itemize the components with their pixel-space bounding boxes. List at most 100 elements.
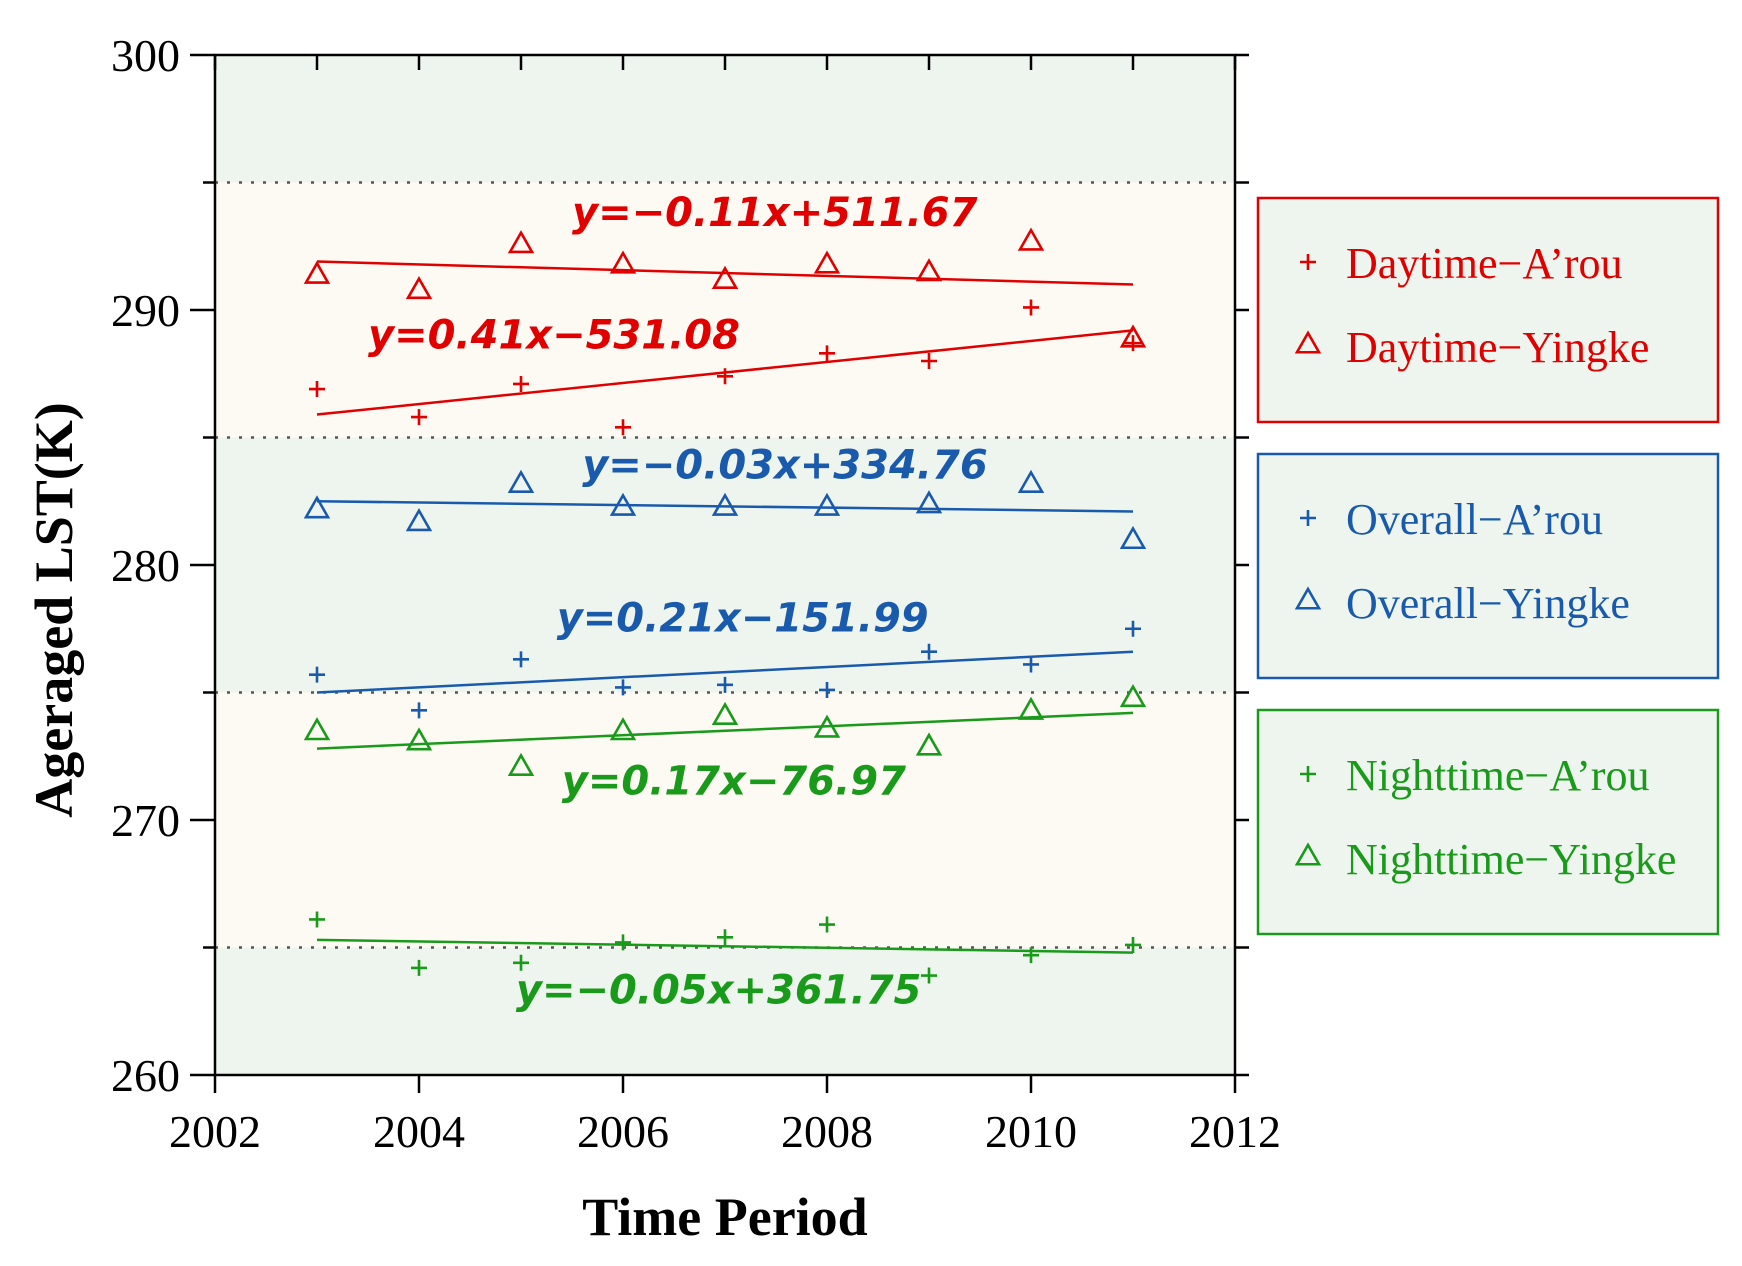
marker-plus-0-0 bbox=[309, 381, 325, 398]
legend-triangle-icon-3 bbox=[1294, 586, 1322, 610]
marker-plus-4-3 bbox=[615, 934, 631, 951]
marker-triangle-1-7 bbox=[1017, 227, 1045, 251]
background-bands bbox=[215, 55, 1235, 1075]
marker-plus-4-5 bbox=[819, 916, 835, 933]
y-tick-label-280: 280 bbox=[111, 540, 180, 591]
legend-box-2 bbox=[1256, 708, 1720, 936]
legend-triangle-icon-5 bbox=[1294, 842, 1322, 866]
marker-triangle-5-5 bbox=[813, 714, 841, 738]
trend-line-1 bbox=[316, 260, 1134, 286]
x-tick-label-2010: 2010 bbox=[985, 1106, 1077, 1157]
legend-plus-icon-4 bbox=[1300, 766, 1316, 782]
trend-line-2 bbox=[316, 650, 1134, 694]
marker-triangle-5-1 bbox=[405, 727, 433, 751]
equation-label-1: y=−0.11x+511.67 bbox=[572, 190, 978, 236]
marker-plus-2-3 bbox=[615, 679, 631, 696]
marker-plus-0-6 bbox=[921, 353, 937, 369]
legend-box-1 bbox=[1256, 452, 1720, 680]
marker-plus-4-0 bbox=[309, 911, 325, 928]
band-1 bbox=[215, 182, 1235, 438]
legend-label-2: Overall−A’rou bbox=[1346, 495, 1603, 544]
marker-triangle-3-7 bbox=[1017, 469, 1045, 493]
marker-plus-2-7 bbox=[1023, 656, 1039, 673]
x-tick-label-2002: 2002 bbox=[169, 1106, 261, 1157]
marker-plus-0-8 bbox=[1125, 335, 1141, 352]
x-tick-label-2012: 2012 bbox=[1189, 1106, 1281, 1157]
y-tick-label-260: 260 bbox=[111, 1050, 180, 1101]
legend: Daytime−A’rou Daytime−Yingke Overall−A’rou… bbox=[1256, 196, 1720, 936]
band-2 bbox=[215, 437, 1235, 693]
band-0 bbox=[215, 55, 1235, 183]
marker-triangle-5-3 bbox=[609, 717, 637, 741]
band-3 bbox=[215, 692, 1235, 948]
marker-triangle-3-8 bbox=[1119, 525, 1147, 550]
marker-plus-0-5 bbox=[819, 345, 835, 362]
trend-equations: y=0.41x−531.08 y=−0.11x+511.67 y=0.21x−151… bbox=[368, 190, 988, 1014]
marker-triangle-3-2 bbox=[507, 469, 535, 493]
y-tick-label-290: 290 bbox=[111, 285, 180, 336]
marker-plus-0-1 bbox=[411, 409, 427, 426]
marker-plus-4-4 bbox=[717, 929, 733, 946]
marker-triangle-1-2 bbox=[507, 230, 535, 254]
marker-triangle-3-0 bbox=[303, 495, 331, 519]
marker-triangle-5-0 bbox=[303, 717, 331, 741]
legend-label-3: Overall−Yingke bbox=[1346, 579, 1630, 628]
marker-plus-4-2 bbox=[513, 954, 529, 971]
marker-triangle-1-6 bbox=[915, 258, 943, 282]
marker-plus-2-6 bbox=[921, 643, 937, 660]
marker-plus-0-3 bbox=[615, 419, 631, 436]
marker-triangle-3-5 bbox=[813, 492, 841, 516]
marker-triangle-5-8 bbox=[1119, 683, 1147, 708]
marker-plus-0-7 bbox=[1023, 299, 1039, 316]
y-axis-title: Ageraged LST(K) bbox=[24, 402, 84, 817]
legend-label-5: Nighttime−Yingke bbox=[1346, 835, 1676, 884]
marker-triangle-1-1 bbox=[405, 275, 433, 300]
y-tick-label-270: 270 bbox=[111, 795, 180, 846]
equation-label-3: y=−0.03x+334.76 bbox=[582, 442, 987, 488]
marker-plus-4-7 bbox=[1023, 947, 1039, 964]
marker-plus-2-8 bbox=[1125, 620, 1141, 637]
trend-lines bbox=[316, 260, 1134, 954]
marker-triangle-1-0 bbox=[303, 260, 331, 284]
x-tick-label-2006: 2006 bbox=[577, 1106, 669, 1157]
trend-line-3 bbox=[316, 500, 1134, 513]
equation-label-2: y=0.21x−151.99 bbox=[557, 595, 929, 641]
y-tick-label-300: 300 bbox=[111, 30, 180, 81]
marker-triangle-3-4 bbox=[711, 492, 739, 516]
marker-triangle-3-1 bbox=[405, 508, 433, 532]
marker-plus-4-6 bbox=[921, 967, 937, 984]
marker-triangle-1-5 bbox=[813, 250, 841, 274]
band-4 bbox=[215, 947, 1235, 1075]
equation-label-4: y=−0.05x+361.75 bbox=[516, 968, 921, 1014]
marker-triangle-5-4 bbox=[711, 701, 739, 725]
marker-plus-2-2 bbox=[513, 651, 529, 668]
marker-triangle-3-3 bbox=[609, 492, 637, 516]
x-tick-label-2004: 2004 bbox=[373, 1106, 465, 1157]
gridlines bbox=[215, 181, 1235, 949]
marker-plus-4-8 bbox=[1125, 936, 1141, 953]
axes: 2002 2004 2006 2008 2010 2012 260 270 280 290 300 bbox=[111, 30, 1281, 1157]
equation-label-0: y=0.41x−531.08 bbox=[368, 312, 740, 358]
marker-plus-0-2 bbox=[513, 375, 529, 392]
marker-triangle-5-6 bbox=[915, 732, 943, 756]
marker-triangle-5-7 bbox=[1017, 696, 1045, 720]
legend-label-4: Nighttime−A’rou bbox=[1346, 751, 1649, 800]
legend-box-0 bbox=[1256, 196, 1720, 424]
marker-plus-4-1 bbox=[411, 959, 427, 976]
marker-triangle-1-3 bbox=[609, 250, 637, 274]
legend-label-0: Daytime−A’rou bbox=[1346, 239, 1623, 288]
marker-triangle-5-2 bbox=[507, 752, 535, 776]
marker-triangle-1-4 bbox=[711, 265, 739, 289]
marker-triangle-3-6 bbox=[915, 490, 943, 514]
legend-plus-icon-0 bbox=[1300, 254, 1316, 270]
x-axis-title: Time Period bbox=[582, 1187, 867, 1247]
trend-line-5 bbox=[316, 711, 1134, 750]
equation-label-5: y=0.17x−76.97 bbox=[562, 759, 906, 805]
marker-plus-2-0 bbox=[309, 666, 325, 683]
legend-triangle-icon-1 bbox=[1294, 330, 1322, 354]
marker-plus-0-4 bbox=[717, 368, 733, 385]
trend-line-4 bbox=[316, 938, 1134, 954]
legend-label-1: Daytime−Yingke bbox=[1346, 323, 1649, 372]
x-tick-label-2008: 2008 bbox=[781, 1106, 873, 1157]
